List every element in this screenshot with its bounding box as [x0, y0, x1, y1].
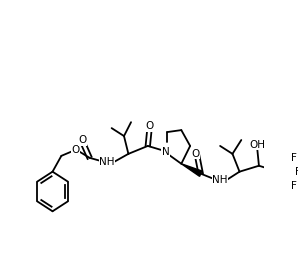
Text: F: F: [295, 167, 298, 177]
Text: O: O: [71, 145, 80, 155]
Text: O: O: [78, 135, 87, 145]
Text: F: F: [291, 181, 297, 191]
Text: NH: NH: [212, 175, 228, 185]
Text: NH: NH: [100, 157, 115, 167]
Text: N: N: [162, 147, 169, 157]
Text: O: O: [145, 121, 154, 131]
Text: F: F: [291, 153, 297, 163]
Text: OH: OH: [249, 140, 265, 150]
Polygon shape: [181, 164, 202, 176]
Text: O: O: [191, 149, 200, 159]
